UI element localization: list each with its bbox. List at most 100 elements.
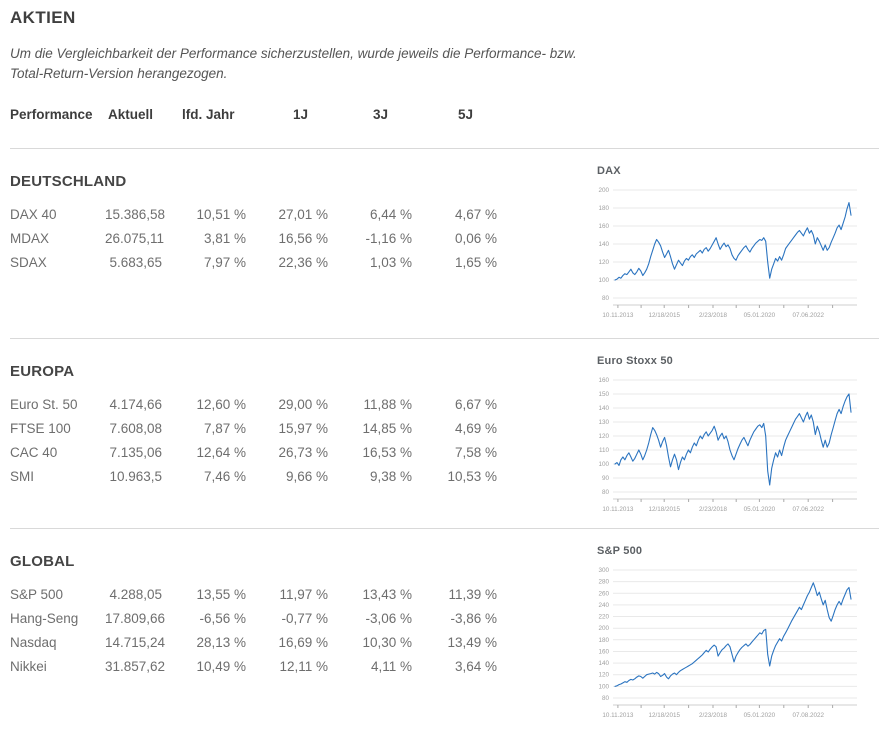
performance-chart: 80 100 120 140 160 180 200 220 240 260 280 300 10.11… (598, 567, 857, 719)
section-global: GLOBAL S&P 500 4.288,05 13,55 % 11,97 % 13,43… (10, 528, 879, 734)
svg-text:260: 260 (598, 590, 609, 597)
col-header-1j: 1J (293, 107, 309, 122)
chart-block: DAX 80 100 120 140 160 180 200 10.11.2013 12/18/2… (593, 149, 865, 338)
table-row: FTSE 100 7.608,08 7,87 % 15,97 % 14,85 % 4,69… (10, 417, 510, 441)
cell-lfd-jahr: 12,64 % (196, 445, 246, 460)
table-row: Nikkei 31.857,62 10,49 % 12,11 % 4,11 % 3,64 … (10, 655, 510, 679)
section-title: DEUTSCHLAND (10, 173, 127, 190)
cell-j1: 22,36 % (278, 255, 328, 270)
svg-text:80: 80 (602, 695, 610, 702)
chart-title: DAX (597, 165, 621, 177)
row-label: S&P 500 (10, 587, 64, 602)
svg-text:150: 150 (598, 391, 609, 398)
table-row: DAX 40 15.386,58 10,51 % 27,01 % 6,44 % 4,67 … (10, 203, 510, 227)
table-row: Euro St. 50 4.174,66 12,60 % 29,00 % 11,88 %… (10, 393, 510, 417)
cell-j1: -0,77 % (281, 611, 328, 626)
svg-text:100: 100 (598, 277, 609, 284)
table-row: SDAX 5.683,65 7,97 % 22,36 % 1,03 % 1,65 % (10, 251, 510, 275)
section-title: EUROPA (10, 363, 75, 380)
svg-text:10.11.2013: 10.11.2013 (602, 312, 634, 319)
svg-text:100: 100 (598, 461, 609, 468)
cell-aktuell: 7.135,06 (109, 445, 162, 460)
table-row: MDAX 26.075,11 3,81 % 16,56 % -1,16 % 0,06 % (10, 227, 510, 251)
cell-j5: 7,58 % (454, 445, 497, 460)
cell-lfd-jahr: 10,51 % (196, 207, 246, 222)
svg-text:280: 280 (598, 579, 609, 586)
row-label: Nasdaq (10, 635, 57, 650)
page-subtitle: Um die Vergleichbarkeit der Performance … (10, 46, 577, 81)
svg-text:10.11.2013: 10.11.2013 (602, 712, 634, 719)
row-label: Hang-Seng (10, 611, 79, 626)
cell-j3: 9,38 % (369, 469, 412, 484)
table-row: Hang-Seng 17.809,66 -6,56 % -0,77 % -3,06 % -… (10, 607, 510, 631)
cell-j3: 6,44 % (369, 207, 412, 222)
svg-text:140: 140 (598, 241, 609, 248)
cell-j1: 27,01 % (278, 207, 328, 222)
row-label: CAC 40 (10, 445, 58, 460)
svg-text:12/18/2015: 12/18/2015 (648, 312, 680, 319)
table-row: CAC 40 7.135,06 12,64 % 26,73 % 16,53 % 7,58 … (10, 441, 510, 465)
sections-container: DEUTSCHLAND DAX 40 15.386,58 10,51 % 27,01 %… (10, 148, 879, 734)
cell-j5: 10,53 % (447, 469, 497, 484)
cell-j5: 4,67 % (454, 207, 497, 222)
cell-j3: -3,06 % (365, 611, 412, 626)
svg-text:05.01.2020: 05.01.2020 (744, 312, 776, 319)
svg-text:120: 120 (598, 672, 609, 679)
svg-text:180: 180 (598, 205, 609, 212)
row-label: FTSE 100 (10, 421, 71, 436)
cell-j3: 10,30 % (362, 635, 412, 650)
cell-j1: 9,66 % (285, 469, 328, 484)
cell-j3: 13,43 % (362, 587, 412, 602)
cell-j1: 16,56 % (278, 231, 328, 246)
cell-j1: 11,97 % (279, 587, 328, 602)
svg-text:160: 160 (598, 377, 609, 384)
cell-lfd-jahr: 13,55 % (196, 587, 246, 602)
performance-chart: 80 100 120 140 160 180 200 10.11.2013 12/18/2015… (598, 187, 857, 319)
svg-text:100: 100 (598, 683, 609, 690)
cell-j5: 11,39 % (448, 587, 497, 602)
col-header-5j: 5J (458, 107, 474, 122)
cell-lfd-jahr: 28,13 % (196, 635, 246, 650)
svg-text:90: 90 (602, 475, 610, 482)
cell-lfd-jahr: 7,87 % (203, 421, 246, 436)
cell-lfd-jahr: 7,97 % (203, 255, 246, 270)
svg-text:2/23/2018: 2/23/2018 (699, 712, 728, 719)
cell-lfd-jahr: 3,81 % (203, 231, 246, 246)
section-table: DEUTSCHLAND DAX 40 15.386,58 10,51 % 27,01 %… (10, 149, 510, 338)
svg-text:110: 110 (599, 447, 610, 454)
cell-j5: 4,69 % (454, 421, 497, 436)
cell-lfd-jahr: 12,60 % (196, 397, 246, 412)
cell-aktuell: 7.608,08 (109, 421, 162, 436)
cell-aktuell: 15.386,58 (105, 207, 166, 222)
svg-text:120: 120 (598, 433, 609, 440)
table-row: S&P 500 4.288,05 13,55 % 11,97 % 13,43 % 11,3… (10, 583, 510, 607)
section-table: GLOBAL S&P 500 4.288,05 13,55 % 11,97 % 13,43… (10, 529, 510, 734)
cell-j5: 1,65 % (454, 255, 497, 270)
row-label: DAX 40 (10, 207, 57, 222)
svg-text:240: 240 (598, 602, 609, 609)
svg-text:12/18/2015: 12/18/2015 (648, 506, 680, 513)
row-label: SMI (10, 469, 35, 484)
cell-j3: -1,16 % (365, 231, 412, 246)
svg-text:07.08.2022: 07.08.2022 (792, 712, 824, 719)
svg-text:80: 80 (602, 489, 610, 496)
svg-text:160: 160 (598, 649, 609, 656)
row-label: MDAX (10, 231, 50, 246)
performance-chart: 80 90 100 110 120 130 140 150 160 10.11.2013 12/18… (598, 377, 857, 513)
cell-j1: 16,69 % (278, 635, 328, 650)
svg-text:180: 180 (598, 637, 609, 644)
cell-aktuell: 10.963,5 (109, 469, 162, 484)
cell-aktuell: 26.075,11 (105, 231, 165, 246)
svg-text:130: 130 (598, 419, 609, 426)
cell-aktuell: 17.809,66 (105, 611, 166, 626)
cell-j3: 1,03 % (369, 255, 412, 270)
cell-j1: 12,11 % (279, 659, 328, 674)
svg-text:07.06.2022: 07.06.2022 (792, 506, 824, 513)
row-label: SDAX (10, 255, 47, 270)
cell-j1: 26,73 % (278, 445, 328, 460)
cell-j5: 0,06 % (454, 231, 497, 246)
row-label: Nikkei (10, 659, 47, 674)
svg-text:220: 220 (598, 614, 609, 621)
cell-j5: 3,64 % (454, 659, 497, 674)
